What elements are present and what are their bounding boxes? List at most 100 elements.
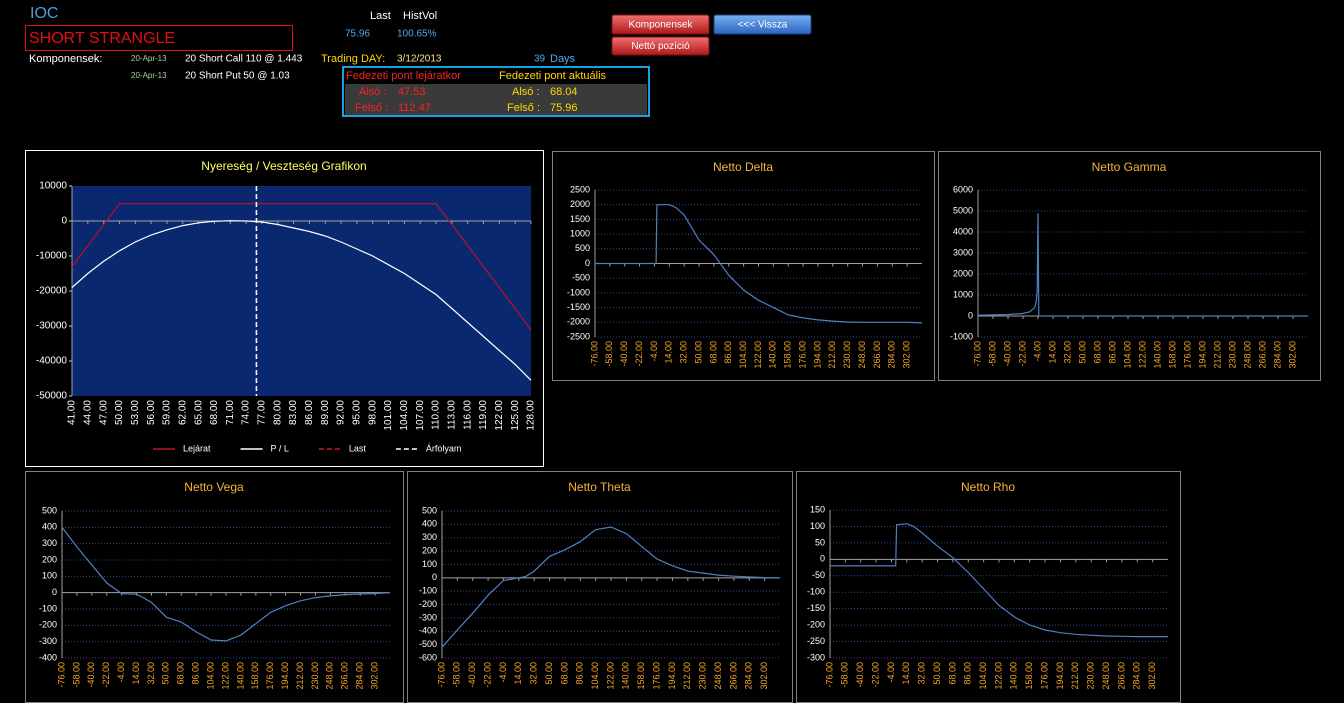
y-tick-label: 500 — [42, 505, 57, 515]
y-tick-label: -1500 — [567, 302, 590, 312]
x-tick-label: 68.00 — [1092, 341, 1102, 364]
breakeven-title: Fedezeti pont aktuális — [499, 70, 607, 82]
x-tick-label: 68.00 — [947, 662, 957, 685]
series-line — [441, 526, 781, 648]
y-tick-label: -40000 — [36, 356, 68, 367]
x-tick-label: 194.00 — [1055, 662, 1065, 690]
button-label[interactable]: Nettó pozíció — [631, 41, 690, 52]
x-tick-label: 140.00 — [1152, 341, 1162, 369]
y-tick-label: -300 — [807, 652, 825, 662]
x-tick-label: 212.00 — [295, 662, 305, 690]
x-tick-label: 110.00 — [431, 400, 442, 430]
x-tick-label: 248.00 — [713, 662, 723, 690]
y-tick-label: -1000 — [567, 287, 590, 297]
histvol-value: 100.65% — [397, 29, 437, 40]
y-tick-label: 0 — [52, 587, 57, 597]
x-tick-label: -58.00 — [604, 341, 614, 367]
x-tick-label: 266.00 — [340, 662, 350, 690]
x-tick-label: 47.00 — [98, 400, 109, 425]
x-tick-label: 50.00 — [932, 662, 942, 685]
button[interactable]: <<< Vissza — [713, 14, 812, 35]
x-tick-label: -58.00 — [840, 662, 850, 688]
x-tick-label: 62.00 — [177, 400, 188, 425]
x-tick-label: 230.00 — [1086, 662, 1096, 690]
x-tick-label: 32.00 — [529, 662, 539, 685]
x-tick-label: 86.00 — [963, 662, 973, 685]
ticker: IOC — [30, 5, 58, 22]
x-tick-label: 50.00 — [161, 662, 171, 685]
x-tick-label: -58.00 — [987, 341, 997, 367]
y-tick-label: -10000 — [36, 251, 68, 262]
y-tick-label: 100 — [422, 559, 437, 569]
breakeven-value: 47.53 — [398, 86, 426, 98]
y-tick-label: 500 — [575, 243, 590, 253]
x-tick-label: 158.00 — [250, 662, 260, 690]
x-tick-label: 68.00 — [708, 341, 718, 364]
y-tick-label: 0 — [585, 258, 590, 268]
days: 39 — [534, 54, 546, 65]
y-tick-label: 5000 — [953, 205, 973, 215]
x-tick-label: 32.00 — [917, 662, 927, 685]
button[interactable]: Nettó pozíció — [611, 36, 710, 56]
x-tick-label: 266.00 — [872, 341, 882, 369]
button[interactable]: Komponensek — [611, 14, 710, 35]
button-label[interactable]: <<< Vissza — [738, 20, 788, 31]
x-tick-label: 56.00 — [146, 400, 157, 425]
y-tick-label: 500 — [422, 505, 437, 515]
button-bg[interactable] — [713, 14, 812, 35]
last-value: 75.96 — [345, 29, 370, 40]
x-tick-label: 92.00 — [336, 400, 347, 425]
x-tick-label: 140.00 — [621, 662, 631, 690]
x-tick-label: 14.00 — [513, 662, 523, 685]
x-tick-label: 86.00 — [1107, 341, 1117, 364]
component-desc: 20 Short Put 50 @ 1.03 — [185, 71, 290, 82]
x-tick-label: 14.00 — [131, 662, 141, 685]
x-tick-label: 230.00 — [1227, 341, 1237, 369]
x-tick-label: 104.00 — [205, 662, 215, 690]
x-tick-label: 122.00 — [993, 662, 1003, 690]
chart-title: Nyereség / Veszteség Grafikon — [201, 159, 366, 173]
x-tick-label: 41.00 — [67, 400, 78, 425]
x-tick-label: 248.00 — [325, 662, 335, 690]
x-tick-label: -76.00 — [56, 662, 66, 688]
x-tick-label: -4.00 — [1032, 341, 1042, 362]
trading-day-label: Trading DAY: — [321, 53, 385, 65]
x-tick-label: 158.00 — [783, 341, 793, 369]
y-tick-label: -400 — [419, 626, 437, 636]
x-tick-label: -40.00 — [619, 341, 629, 367]
series-line — [61, 526, 391, 642]
x-tick-label: 302.00 — [902, 341, 912, 369]
x-tick-label: -22.00 — [634, 341, 644, 367]
x-tick-label: 68.00 — [209, 400, 220, 425]
x-tick-label: 122.00 — [605, 662, 615, 690]
button-label[interactable]: Komponensek — [629, 20, 694, 31]
x-tick-label: -76.00 — [436, 662, 446, 688]
y-tick-label: 1000 — [953, 289, 973, 299]
y-tick-label: 2500 — [570, 184, 590, 194]
chart-panel — [25, 471, 404, 703]
y-tick-label: -200 — [39, 620, 57, 630]
y-tick-label: 4000 — [953, 226, 973, 236]
y-tick-label: 2000 — [953, 268, 973, 278]
x-tick-label: -22.00 — [101, 662, 111, 688]
y-tick-label: 0 — [820, 554, 825, 564]
y-tick-label: 300 — [422, 532, 437, 542]
x-tick-label: 44.00 — [82, 400, 93, 425]
x-tick-label: -22.00 — [870, 662, 880, 688]
x-tick-label: 284.00 — [744, 662, 754, 690]
series-line — [595, 204, 923, 324]
x-tick-label: 266.00 — [728, 662, 738, 690]
strategy-box — [25, 25, 293, 51]
x-tick-label: 107.00 — [415, 400, 426, 431]
x-tick-label: 104.00 — [1122, 341, 1132, 369]
button-bg[interactable] — [611, 36, 710, 56]
x-tick-label: 68.00 — [559, 662, 569, 685]
x-tick-label: -40.00 — [467, 662, 477, 688]
x-tick-label: -22.00 — [1017, 341, 1027, 367]
y-tick-label: 50 — [815, 537, 825, 547]
button-bg[interactable] — [611, 14, 710, 35]
y-tick-label: -150 — [807, 603, 825, 613]
strategy: SHORT STRANGLE — [29, 30, 175, 47]
breakeven-value: 112.47 — [398, 102, 431, 114]
